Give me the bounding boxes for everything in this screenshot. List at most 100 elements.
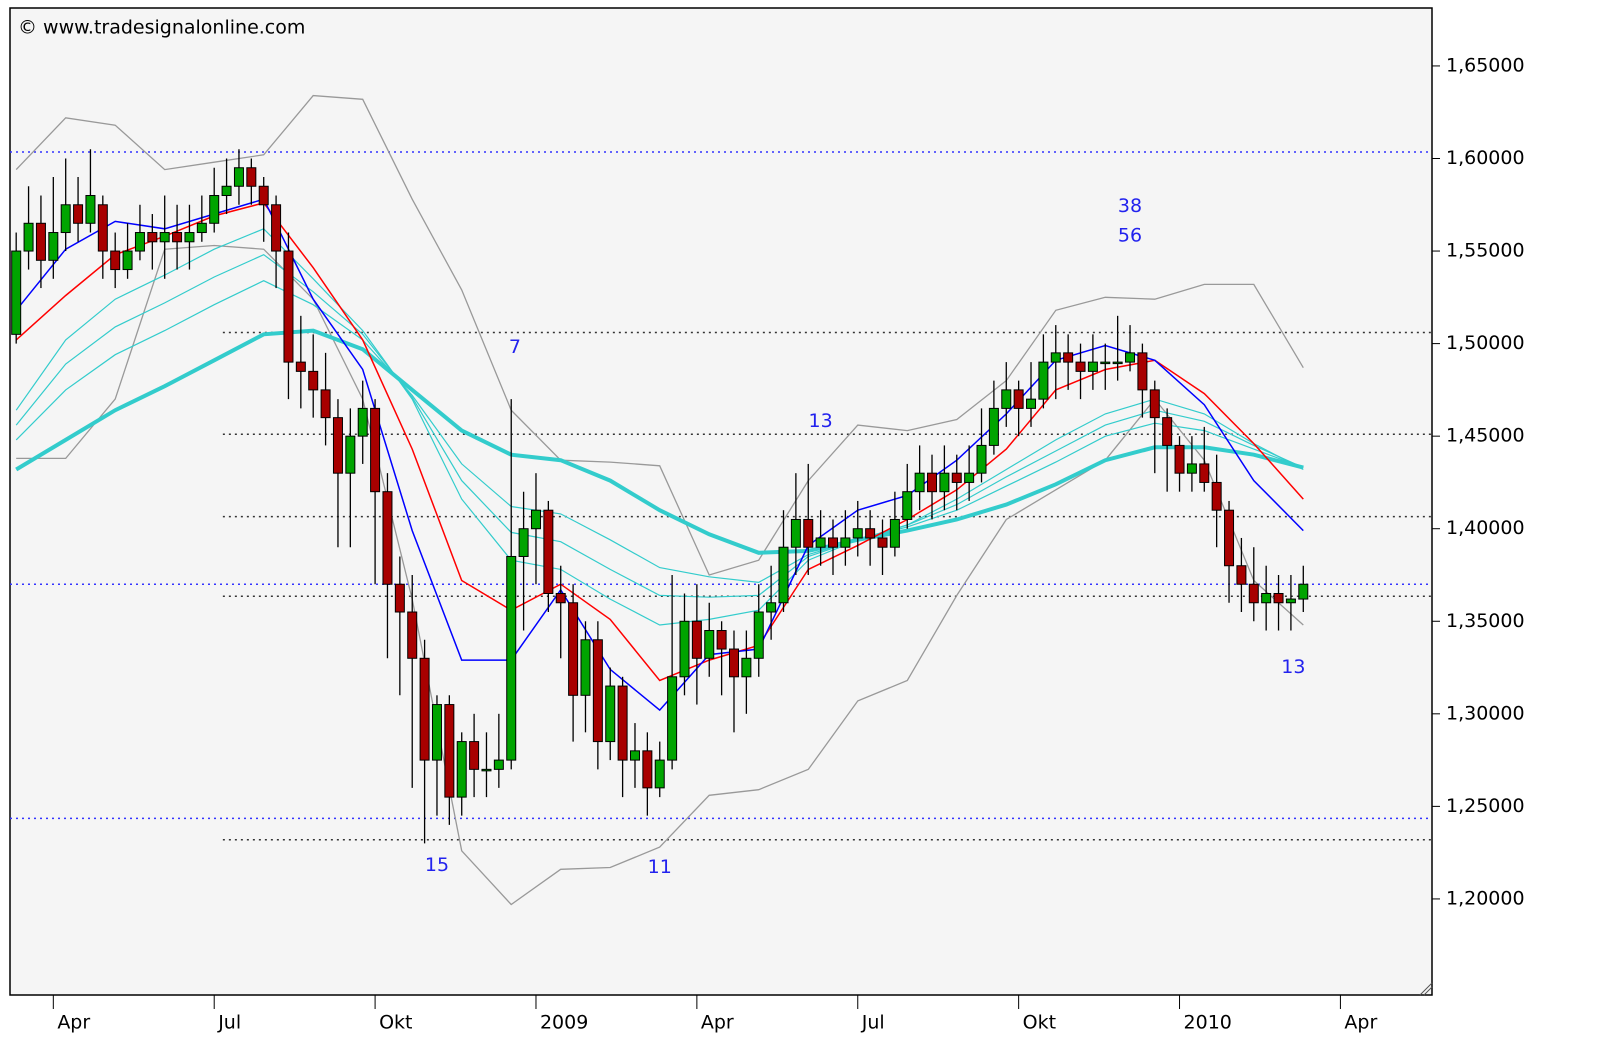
candle-body (840, 537, 851, 548)
candle-body (23, 222, 34, 252)
y-tick-label: 1,20000 (1446, 887, 1525, 909)
indicator-line (15, 328, 1304, 555)
candle-body (580, 639, 591, 696)
y-tick-label: 1,25000 (1446, 795, 1525, 817)
candle-body (704, 630, 715, 659)
candle-body (469, 741, 480, 770)
candle-body (667, 676, 678, 761)
candle-body (134, 232, 145, 252)
candle-body (357, 407, 368, 437)
annotation: 11 (648, 856, 672, 878)
candle-body (753, 611, 764, 659)
candle-body (48, 232, 59, 261)
candle-body (951, 472, 962, 483)
candle-body (1087, 361, 1098, 372)
y-tick-label: 1,60000 (1446, 147, 1525, 169)
candle-body (642, 750, 653, 789)
y-tick-label: 1,40000 (1446, 517, 1525, 539)
candle-body (914, 472, 925, 493)
candle-body (283, 250, 294, 363)
candle-body (444, 704, 455, 798)
candle-body (568, 602, 579, 696)
candle-body (97, 204, 108, 252)
candle-body (617, 685, 628, 761)
candle-body (233, 167, 244, 187)
candle-body (852, 528, 863, 539)
candle-body (877, 537, 888, 548)
x-tick-label: Apr (57, 1012, 90, 1034)
candle-body (1298, 583, 1309, 600)
candle-body (159, 232, 170, 243)
candle-body (1063, 352, 1074, 363)
candle-body (988, 407, 999, 446)
candle-body (35, 222, 46, 261)
candle-body (506, 555, 517, 761)
candle-body (1001, 389, 1012, 409)
candle-body (1199, 463, 1210, 483)
candle-body (147, 232, 158, 243)
candle-body (976, 444, 987, 474)
candle-body (1050, 352, 1061, 363)
candle-body (865, 528, 876, 539)
candle-body (209, 195, 220, 224)
candle-body (110, 250, 121, 271)
candle-body (1174, 444, 1185, 474)
candle-body (370, 407, 381, 493)
candle-body (728, 648, 739, 678)
annotation: 13 (809, 410, 833, 432)
candle-body (741, 657, 752, 678)
x-tick-label: 2010 (1184, 1012, 1232, 1034)
candle-body (889, 518, 900, 548)
candle-body (184, 232, 195, 243)
candle-body (456, 741, 467, 798)
candle-body (543, 509, 554, 594)
candle-body (1186, 463, 1197, 474)
indicator-line (15, 280, 1304, 584)
y-tick-label: 1,50000 (1446, 332, 1525, 354)
y-tick-label: 1,65000 (1446, 54, 1525, 76)
candle-body (1162, 417, 1173, 446)
candle-body (172, 232, 183, 243)
candle-body (1137, 352, 1148, 391)
candle-body (629, 750, 640, 761)
candle-body (345, 435, 356, 474)
candle-body (60, 204, 71, 234)
indicator-line (15, 254, 1304, 598)
candle-body (308, 370, 319, 391)
candle-body (1100, 361, 1111, 365)
candle-body (1075, 361, 1086, 372)
candle-body (1211, 481, 1222, 511)
candle-body (493, 759, 504, 770)
candle-body (196, 222, 207, 234)
candle-body (691, 620, 702, 659)
candle-body (927, 472, 938, 493)
candle-body (320, 389, 331, 419)
candle-body (555, 592, 566, 604)
indicator-line (15, 198, 1304, 712)
y-tick-label: 1,30000 (1446, 702, 1525, 724)
candle-body (1112, 361, 1123, 365)
candle-body (605, 685, 616, 743)
candle-body (1236, 565, 1247, 585)
candle-body (716, 630, 727, 650)
resize-corner (1419, 982, 1433, 996)
candle-body (1125, 352, 1136, 363)
candle-body (1224, 509, 1235, 567)
x-tick-label: Jul (861, 1012, 885, 1034)
candle-body (778, 546, 789, 604)
indicator-line (15, 228, 1304, 626)
candle-body (382, 491, 393, 585)
candle-body (1285, 598, 1296, 604)
candle-body (679, 620, 690, 678)
candle-body (815, 537, 826, 548)
candle-body (419, 657, 430, 761)
candle-body (332, 417, 343, 474)
x-tick-label: Okt (379, 1012, 412, 1034)
x-tick-label: Jul (217, 1012, 241, 1034)
candle-body (592, 639, 603, 743)
x-tick-label: 2009 (540, 1012, 588, 1034)
candle-body (803, 518, 814, 548)
candle-body (481, 768, 492, 772)
candle-body (766, 602, 777, 613)
